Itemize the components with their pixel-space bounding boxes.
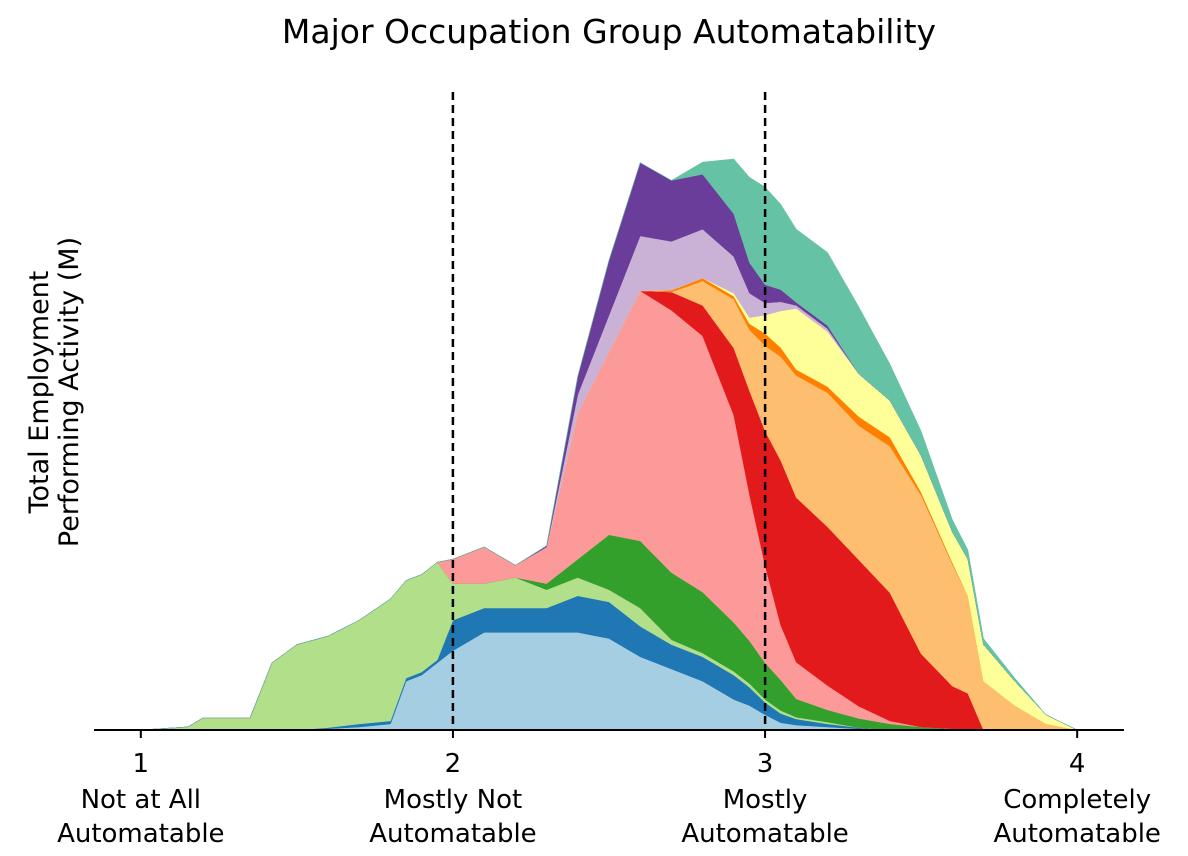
x-tick-label-2-line-3: Automatable	[369, 819, 536, 849]
x-tick-label-1-line-1: 1	[133, 749, 150, 779]
y-axis-label-line-2: Performing Activity (M)	[54, 237, 85, 547]
y-axis-label: Total Employment Performing Activity (M)	[24, 237, 85, 547]
x-axis-ticks: 1 Not at All Automatable 2 Mostly Not Automat…	[57, 730, 1161, 849]
x-tick-label-2-line-2: Mostly Not	[384, 785, 523, 815]
x-tick-label-4-line-2: Completely	[1003, 785, 1151, 815]
x-tick-label-1-line-2: Not at All	[81, 785, 201, 815]
x-tick-label-4-line-1: 4	[1069, 749, 1086, 779]
x-tick-label-3-line-2: Mostly	[723, 785, 808, 815]
x-tick-label-1-line-3: Automatable	[57, 819, 224, 849]
y-axis-label-line-1: Total Employment	[24, 271, 55, 515]
chart-title: Major Occupation Group Automatability	[282, 12, 936, 51]
area-series-12	[140, 158, 1109, 731]
x-tick-label-2-line-1: 2	[445, 749, 462, 779]
x-tick-label-3-line-3: Automatable	[681, 819, 848, 849]
x-tick-label-3-line-1: 3	[757, 749, 774, 779]
stacked-areas	[140, 158, 1109, 731]
reference-lines	[451, 92, 767, 730]
x-tick-label-4-line-3: Automatable	[993, 819, 1160, 849]
